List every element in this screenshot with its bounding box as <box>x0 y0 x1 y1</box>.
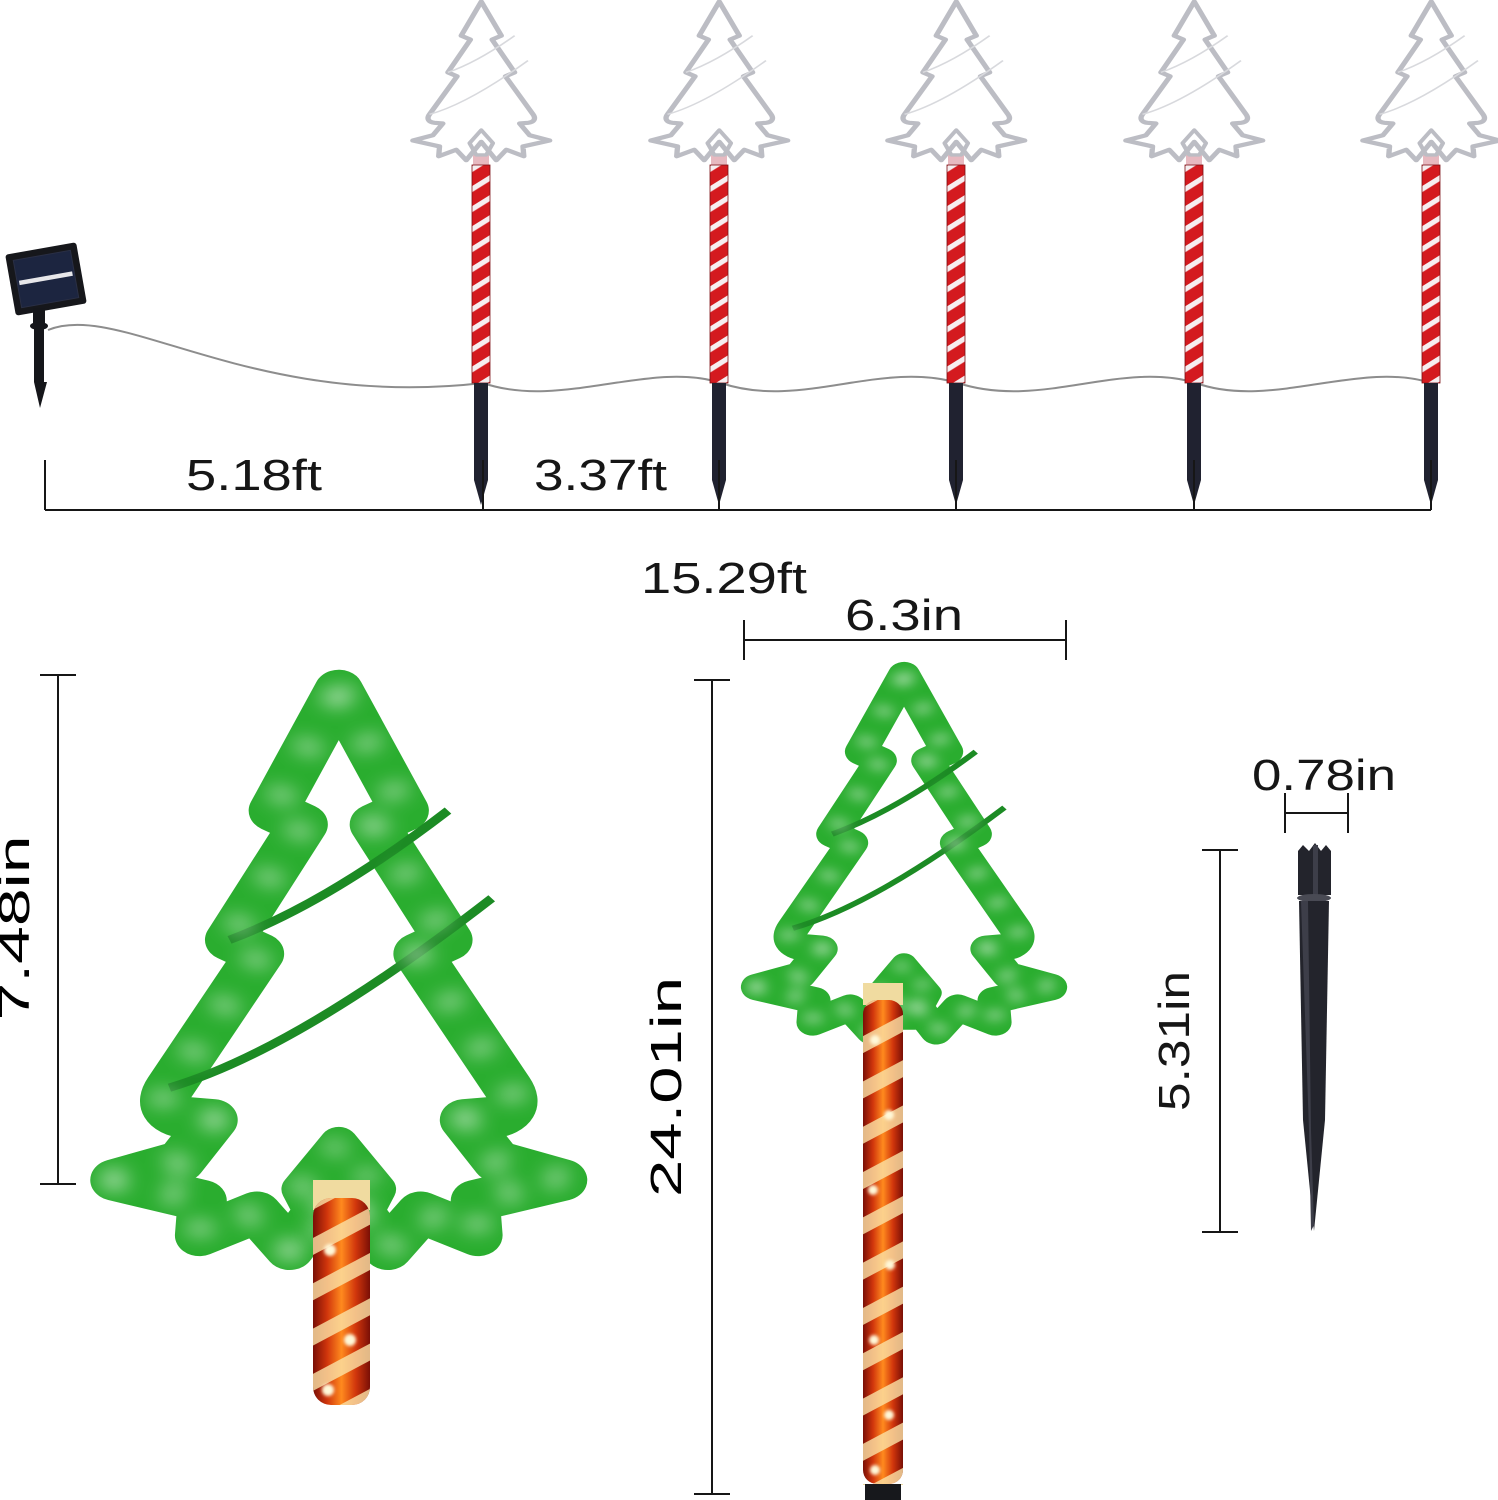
svg-text:3.37ft: 3.37ft <box>534 451 667 500</box>
svg-text:15.29ft: 15.29ft <box>641 554 807 603</box>
svg-text:7.48in: 7.48in <box>0 836 39 1021</box>
svg-text:24.01in: 24.01in <box>642 977 691 1197</box>
svg-text:5.31in: 5.31in <box>1150 971 1199 1111</box>
svg-text:6.3in: 6.3in <box>845 591 963 640</box>
svg-text:0.78in: 0.78in <box>1252 751 1396 800</box>
svg-text:5.18ft: 5.18ft <box>186 451 322 500</box>
